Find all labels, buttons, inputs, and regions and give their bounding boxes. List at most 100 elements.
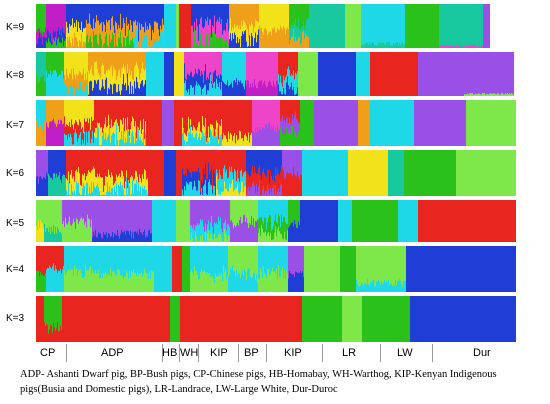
ancestry-bar-segment (296, 227, 298, 242)
ancestry-bar-segment (94, 168, 96, 187)
ancestry-bar-segment (377, 4, 379, 46)
ancestry-bar-segment (389, 150, 391, 196)
ancestry-bar-segment (283, 246, 285, 280)
ancestry-bar-segment (84, 224, 86, 242)
ancestry-bar-segment (298, 150, 300, 178)
ancestry-bar-segment (396, 200, 398, 242)
ancestry-bar-segment (61, 150, 63, 184)
ancestry-bar-segment (65, 126, 67, 136)
ancestry-bar-segment (94, 186, 96, 196)
ancestry-bar-segment (332, 52, 334, 96)
ancestry-bar-segment (130, 177, 132, 196)
ancestry-bar-segment (379, 100, 381, 146)
ancestry-bar-segment (437, 4, 439, 48)
ancestry-bar-segment (355, 100, 357, 146)
ancestry-bar-segment (220, 100, 222, 127)
ancestry-bar-segment (406, 150, 408, 196)
ancestry-bar-segment (435, 100, 437, 146)
ancestry-bar-segment (203, 150, 205, 169)
ancestry-bar-segment (463, 200, 465, 242)
ancestry-bar-segment (212, 25, 214, 33)
ancestry-bar-segment (331, 100, 333, 146)
ancestry-bar-segment (118, 84, 120, 96)
ancestry-bar-segment (482, 100, 484, 146)
ancestry-bar-segment (78, 52, 80, 75)
ancestry-bar-segment (434, 150, 436, 196)
ancestry-bar-segment (402, 4, 404, 43)
ancestry-bar-segment (384, 43, 386, 48)
ancestry-bar-segment (331, 52, 333, 96)
ancestry-bar-segment (51, 4, 53, 42)
ancestry-bar-segment (218, 194, 220, 196)
ancestry-bar-segment (272, 150, 274, 181)
ancestry-bar-segment (45, 38, 47, 48)
ancestry-bar-segment (398, 150, 400, 196)
ancestry-bar-segment (138, 182, 140, 184)
ancestry-bar-segment (64, 246, 66, 271)
ancestry-bar-segment (88, 94, 90, 96)
ancestry-bar-segment (467, 93, 469, 96)
ancestry-bar-segment (289, 117, 291, 130)
ancestry-bar-segment (317, 100, 319, 146)
ancestry-bar-segment (331, 246, 333, 292)
ancestry-bar-segment (480, 52, 482, 95)
ancestry-bar-segment (513, 150, 515, 196)
ancestry-bar-segment (88, 42, 90, 48)
ancestry-bar-segment (202, 26, 204, 46)
ancestry-bar-segment (237, 100, 239, 141)
ancestry-bar-segment (317, 4, 319, 48)
ancestry-bar-segment (272, 268, 274, 292)
ancestry-bar-segment (296, 200, 298, 229)
ancestry-bar-segment (427, 52, 429, 96)
ancestry-bar-segment (280, 227, 282, 234)
ancestry-bar-segment (115, 119, 117, 146)
ancestry-bar-segment (195, 150, 197, 172)
ancestry-bar-segment (504, 100, 506, 146)
ancestry-bar-segment (166, 200, 168, 242)
ancestry-bar-segment (154, 52, 156, 96)
ancestry-bar-segment (134, 246, 136, 274)
ancestry-bar-segment (114, 32, 116, 48)
ancestry-bar-segment (276, 131, 278, 146)
ancestry-bar-segment (298, 4, 300, 19)
ancestry-bar-segment (466, 52, 468, 95)
ancestry-bar-segment (143, 131, 145, 146)
ancestry-bar-segment (76, 52, 78, 75)
ancestry-bar-segment (462, 52, 464, 96)
ancestry-bar-segment (276, 268, 278, 292)
ancestry-bar-segment (267, 268, 269, 292)
ancestry-bar-segment (86, 270, 88, 292)
ancestry-bar-segment (63, 174, 65, 196)
ancestry-bar-segment (136, 61, 138, 78)
ancestry-bar-segment (285, 4, 287, 35)
ancestry-bar-segment (465, 100, 467, 146)
ancestry-bar-segment (328, 200, 330, 242)
ancestry-bar-segment (455, 45, 457, 48)
ancestry-bar-segment (308, 36, 310, 48)
ancestry-bar-segment (468, 4, 470, 47)
ancestry-bar-segment (151, 4, 153, 41)
ancestry-bar-segment (239, 38, 241, 48)
ancestry-bar-segment (365, 150, 367, 196)
ancestry-bar-segment (140, 52, 142, 74)
ancestry-bar-segment (205, 100, 207, 119)
ancestry-bar-segment (92, 47, 94, 48)
ancestry-bar-segment (292, 176, 294, 196)
ancestry-bar-segment (459, 100, 461, 146)
ancestry-bar-segment (246, 246, 248, 281)
ancestry-bar-segment (234, 32, 236, 48)
ancestry-bar-segment (118, 126, 120, 146)
ancestry-bar-segment (95, 187, 97, 196)
ancestry-bar-segment (481, 52, 483, 95)
ancestry-bar-segment (118, 184, 120, 196)
ancestry-bar-segment (77, 41, 79, 48)
ancestry-bar-segment (104, 43, 106, 48)
ancestry-bar-segment (143, 200, 145, 233)
ancestry-bar-segment (203, 168, 205, 187)
ancestry-bar-segment (213, 26, 215, 42)
ancestry-bar-segment (514, 200, 516, 242)
ancestry-bar-segment (156, 246, 158, 292)
ancestry-bar-segment (321, 100, 323, 146)
ancestry-bar-segment (193, 52, 195, 78)
ancestry-bar-segment (97, 4, 99, 21)
